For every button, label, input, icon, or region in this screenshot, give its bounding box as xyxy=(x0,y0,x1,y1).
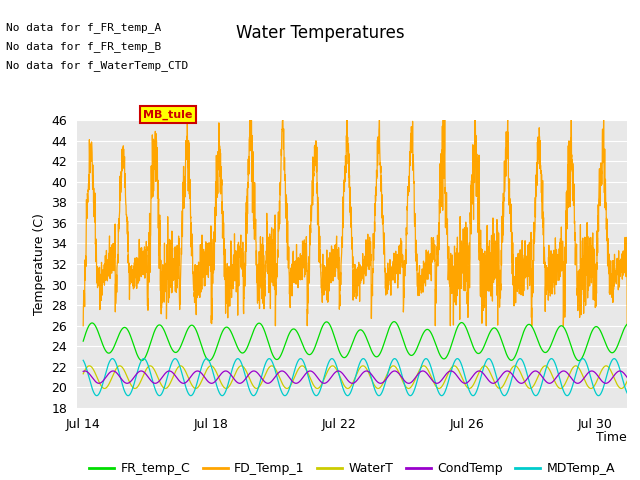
Legend: FR_temp_C, FD_Temp_1, WaterT, CondTemp, MDTemp_A: FR_temp_C, FD_Temp_1, WaterT, CondTemp, … xyxy=(84,457,620,480)
Text: Time: Time xyxy=(596,431,627,444)
Text: MB_tule: MB_tule xyxy=(143,110,192,120)
Text: No data for f_WaterTemp_CTD: No data for f_WaterTemp_CTD xyxy=(6,60,189,71)
Text: No data for f_FR_temp_B: No data for f_FR_temp_B xyxy=(6,41,162,52)
Text: Water Temperatures: Water Temperatures xyxy=(236,24,404,42)
Text: No data for f_FR_temp_A: No data for f_FR_temp_A xyxy=(6,22,162,33)
Y-axis label: Temperature (C): Temperature (C) xyxy=(33,213,45,315)
